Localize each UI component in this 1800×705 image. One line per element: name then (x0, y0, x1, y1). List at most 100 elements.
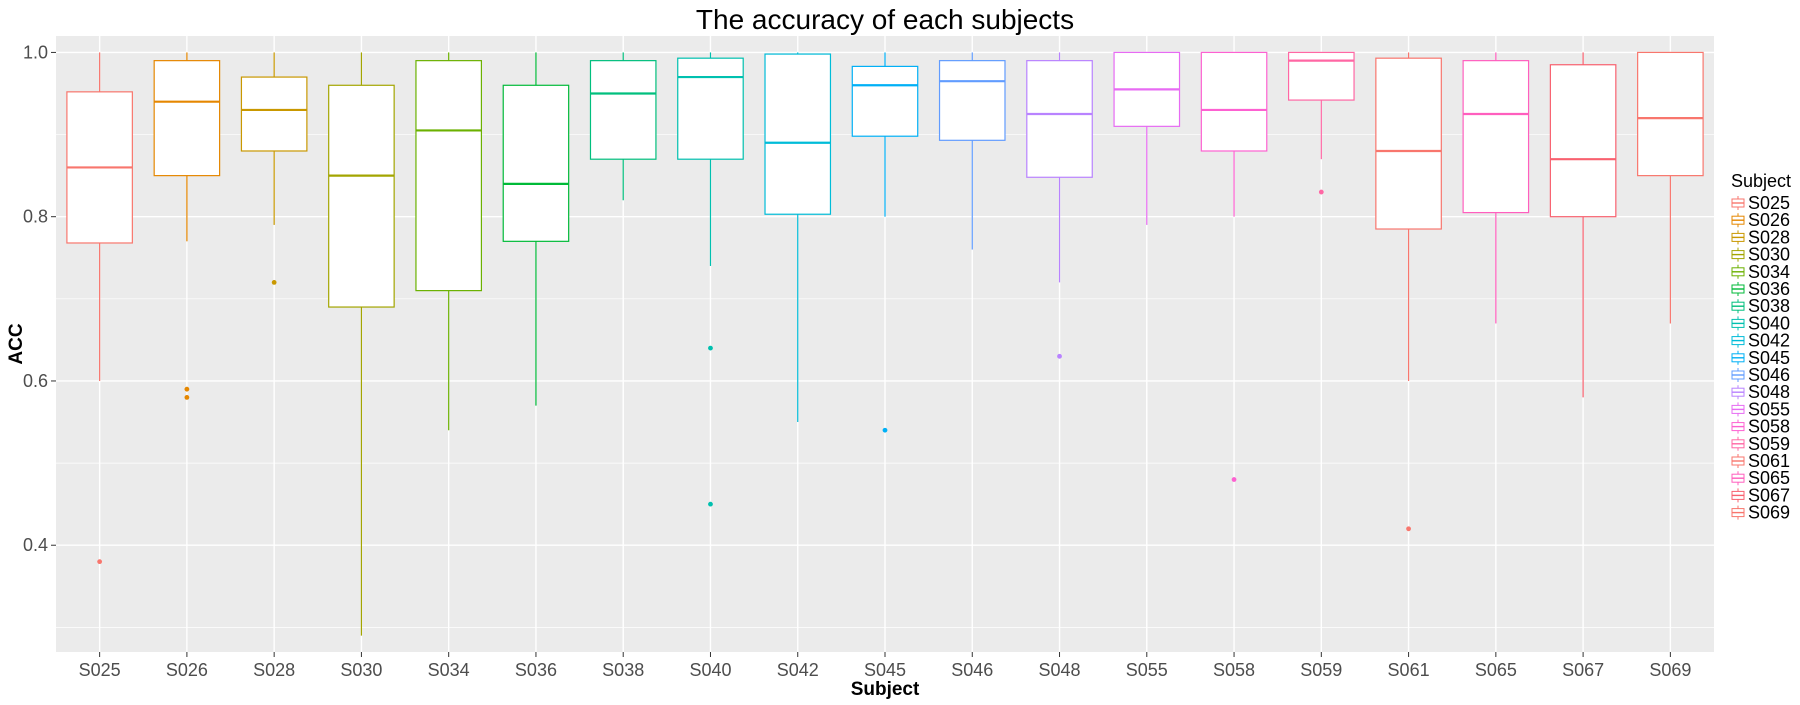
y-axis-title: ACC (6, 323, 27, 364)
x-tick-label: S069 (1649, 660, 1691, 680)
x-tick-label: S025 (79, 660, 121, 680)
outlier-point (708, 501, 713, 507)
outlier-point (1231, 477, 1237, 482)
legend-label: S038 (1748, 296, 1790, 316)
legend-item-s045: S045 (1731, 348, 1790, 368)
x-tick-label: S058 (1213, 660, 1255, 680)
iqr-box (764, 53, 832, 215)
x-tick-label: S040 (689, 660, 731, 680)
iqr-box (415, 60, 483, 292)
box-s030 (328, 52, 395, 636)
y-tick-label: 0.6 (23, 371, 48, 391)
box-s026 (153, 52, 221, 400)
legend: Subject S025S026S028S030S034S036S038S040… (1731, 171, 1791, 523)
outlier-point (1406, 526, 1411, 532)
legend-item-s048: S048 (1731, 382, 1790, 402)
x-tick-label: S045 (864, 660, 906, 680)
box-s045 (851, 52, 919, 433)
x-tick-label: S042 (777, 660, 819, 680)
x-tick-label: S046 (951, 660, 993, 680)
box-s034 (415, 52, 483, 431)
legend-label: S030 (1748, 245, 1790, 265)
legend-item-s025: S025 (1731, 193, 1790, 213)
box-s059 (1287, 51, 1355, 195)
legend-label: S045 (1748, 348, 1790, 368)
outlier-point (184, 394, 190, 400)
legend-item-s034: S034 (1731, 262, 1790, 282)
outlier-point (271, 280, 277, 285)
iqr-box (589, 60, 657, 160)
boxes (66, 51, 1704, 636)
legend-label: S046 (1748, 365, 1790, 385)
legend-item-s026: S026 (1731, 210, 1790, 230)
box-s055 (1113, 51, 1181, 225)
legend-item-s069: S069 (1731, 503, 1790, 523)
box-s067 (1549, 52, 1617, 398)
legend-item-s042: S042 (1731, 331, 1790, 351)
legend-label: S065 (1748, 468, 1790, 488)
legend-title: Subject (1731, 171, 1791, 191)
legend-label: S025 (1748, 193, 1790, 213)
box-s036 (502, 52, 570, 406)
legend-label: S026 (1748, 210, 1790, 230)
x-tick-label: S067 (1562, 660, 1604, 680)
legend-label: S048 (1748, 382, 1790, 402)
box-s065 (1462, 52, 1530, 324)
chart-title: The accuracy of each subjects (696, 4, 1074, 35)
box-s038 (589, 52, 657, 201)
x-tick-label: S048 (1039, 660, 1081, 680)
outlier-point (882, 427, 888, 433)
iqr-box (153, 60, 221, 177)
legend-item-s046: S046 (1731, 365, 1790, 385)
iqr-box (1549, 64, 1617, 218)
legend-item-s055: S055 (1731, 399, 1790, 419)
legend-label: S055 (1748, 399, 1790, 419)
legend-item-s036: S036 (1731, 279, 1790, 299)
legend-item-s040: S040 (1731, 313, 1790, 333)
box-s048 (1026, 52, 1093, 359)
legend-item-s065: S065 (1731, 468, 1790, 488)
iqr-box (1637, 51, 1704, 177)
legend-item-s059: S059 (1731, 434, 1790, 454)
y-tick-label: 0.4 (23, 535, 48, 555)
box-s028 (240, 52, 308, 285)
y-tick-label: 0.8 (23, 207, 48, 227)
legend-item-s030: S030 (1731, 245, 1790, 265)
outlier-point (184, 386, 190, 392)
box-s069 (1637, 51, 1704, 324)
legend-item-s028: S028 (1731, 227, 1790, 247)
iqr-box (677, 57, 744, 160)
legend-label: S036 (1748, 279, 1790, 299)
x-tick-label: S030 (340, 660, 382, 680)
box-s058 (1200, 51, 1268, 482)
iqr-box (1375, 57, 1442, 230)
axes: 0.4 0.6 0.8 1.0 S025 S026 S028 S030 S034 S036 S038… (23, 42, 1691, 680)
legend-label: S034 (1748, 262, 1790, 282)
box-s061 (1375, 52, 1442, 532)
box-s040 (677, 52, 744, 507)
iqr-box (240, 76, 308, 152)
legend-label: S042 (1748, 331, 1790, 351)
x-tick-label: S061 (1388, 660, 1430, 680)
legend-label: S067 (1748, 485, 1790, 505)
iqr-box (1200, 51, 1268, 152)
outlier-point (1318, 189, 1324, 195)
legend-label: S069 (1748, 503, 1790, 523)
iqr-box (502, 84, 570, 242)
iqr-box (1026, 60, 1093, 178)
legend-item-s038: S038 (1731, 296, 1790, 316)
x-tick-label: S065 (1475, 660, 1517, 680)
legend-item-s067: S067 (1731, 485, 1790, 505)
legend-label: S058 (1748, 417, 1790, 437)
iqr-box (1462, 60, 1530, 214)
legend-item-s061: S061 (1731, 451, 1790, 471)
iqr-box (328, 84, 395, 308)
box-s025 (66, 52, 133, 565)
y-tick-label: 1.0 (23, 42, 48, 62)
outlier-point (708, 345, 713, 351)
iqr-box (938, 60, 1006, 141)
x-tick-label: S038 (602, 660, 644, 680)
x-tick-label: S026 (166, 660, 208, 680)
